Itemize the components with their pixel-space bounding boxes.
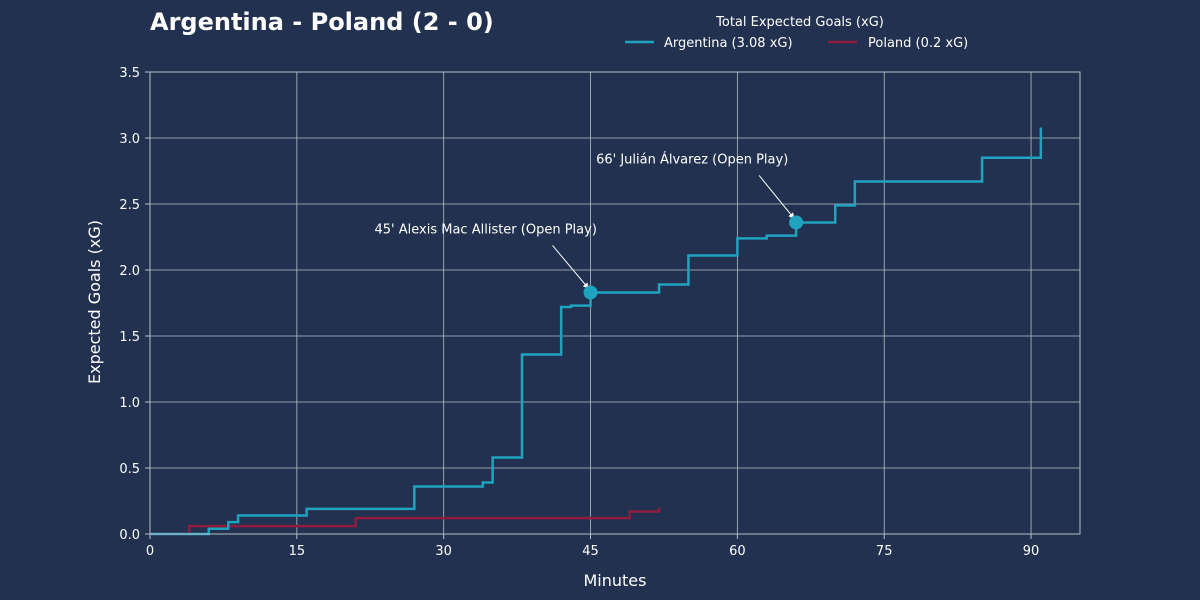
legend-label-argentina: Argentina (3.08 xG) (664, 36, 793, 51)
x-tick-label: 90 (1023, 544, 1040, 559)
x-axis-label: Minutes (584, 571, 647, 590)
legend-title: Total Expected Goals (xG) (715, 15, 884, 30)
goal-marker (583, 285, 598, 300)
x-tick-label: 15 (289, 544, 306, 559)
legend: Total Expected Goals (xG) Argentina (3.0… (625, 15, 968, 51)
y-tick-label: 3.5 (119, 66, 140, 81)
x-tick-label: 30 (435, 544, 452, 559)
goal-arrow (758, 175, 795, 219)
goal-markers: 45' Alexis Mac Allister (Open Play) 66' J… (375, 151, 804, 300)
y-tick-label: 0.0 (119, 528, 140, 543)
x-tick-label: 45 (582, 544, 599, 559)
y-tick-label: 3.0 (119, 132, 140, 147)
goal-annotation: 66' Julián Álvarez (Open Play) (596, 151, 788, 167)
grid (149, 71, 1080, 535)
x-tick-label: 60 (729, 544, 746, 559)
chart-title: Argentina - Poland (2 - 0) (150, 8, 494, 36)
series-line-argentina (150, 127, 1043, 536)
x-tick-label: 0 (146, 544, 154, 559)
x-tick-label: 75 (876, 544, 893, 559)
y-tick-label: 0.5 (119, 462, 140, 477)
x-axis-ticks: 0 15 30 45 60 75 90 (146, 534, 1039, 559)
goal-arrow (552, 245, 589, 289)
y-tick-label: 2.5 (119, 198, 140, 213)
y-tick-label: 1.0 (119, 396, 140, 411)
y-tick-label: 1.5 (119, 330, 140, 345)
plot-frame (149, 71, 1081, 535)
goal-marker (789, 215, 804, 230)
goal-annotation: 45' Alexis Mac Allister (Open Play) (375, 222, 597, 237)
series-line-poland (150, 507, 661, 536)
y-axis-ticks: 0.0 0.5 1.0 1.5 2.0 2.5 3.0 3.5 (119, 66, 150, 543)
y-axis-label: Expected Goals (xG) (85, 220, 104, 384)
y-tick-label: 2.0 (119, 264, 140, 279)
series-lines (150, 127, 1043, 536)
legend-label-poland: Poland (0.2 xG) (868, 36, 968, 51)
